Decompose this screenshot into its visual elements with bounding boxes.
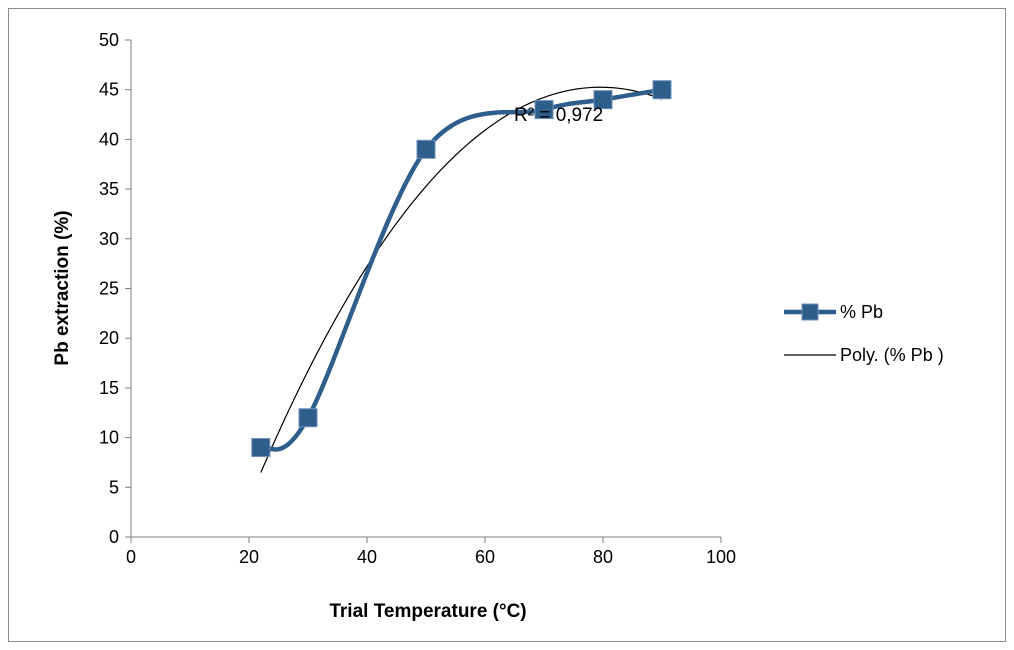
y-tick-label: 5	[109, 477, 119, 497]
r-squared-label: R² = 0,972	[514, 105, 603, 126]
y-tick-label: 40	[99, 129, 119, 149]
y-tick-label: 20	[99, 328, 119, 348]
y-tick-label: 45	[99, 80, 119, 100]
y-tick-label: 25	[99, 279, 119, 299]
data-point-marker	[298, 408, 318, 428]
series-markers	[251, 80, 672, 458]
data-point-marker	[416, 139, 436, 159]
y-axis-title: Pb extraction (%)	[52, 210, 73, 365]
x-tick-label: 0	[126, 547, 136, 567]
y-tick-label: 10	[99, 428, 119, 448]
x-tick-label: 60	[475, 547, 495, 567]
y-tick-label: 35	[99, 179, 119, 199]
data-point-marker	[534, 100, 554, 120]
legend-label-pb: % Pb	[840, 302, 883, 322]
legend-item-pb: % Pb	[784, 302, 883, 322]
legend-item-poly: Poly. (% Pb )	[784, 345, 944, 365]
x-tick-label: 80	[593, 547, 613, 567]
axes: 0 20 40 60 80 100 0 5 10 15 20 25 30 35 40 45 50	[99, 30, 736, 567]
x-tick-label: 20	[239, 547, 259, 567]
x-tick-label: 40	[357, 547, 377, 567]
y-ticks: 0 5 10 15 20 25 30 35 40 45 50	[99, 30, 131, 547]
x-ticks: 0 20 40 60 80 100	[126, 537, 736, 567]
data-point-marker	[593, 90, 613, 110]
x-tick-label: 100	[706, 547, 736, 567]
y-tick-label: 0	[109, 527, 119, 547]
legend-label-poly: Poly. (% Pb )	[840, 345, 944, 365]
y-tick-label: 50	[99, 30, 119, 50]
data-point-marker	[652, 80, 672, 100]
series-line-pb	[259, 87, 663, 452]
trendline-poly	[260, 86, 663, 473]
y-tick-label: 30	[99, 229, 119, 249]
y-tick-label: 15	[99, 378, 119, 398]
x-axis-title: Trial Temperature (°C)	[329, 601, 526, 622]
plot-area	[251, 80, 672, 473]
legend-swatch-pb-marker	[801, 303, 819, 321]
legend: % Pb Poly. (% Pb )	[784, 302, 944, 365]
data-point-marker	[251, 438, 271, 458]
